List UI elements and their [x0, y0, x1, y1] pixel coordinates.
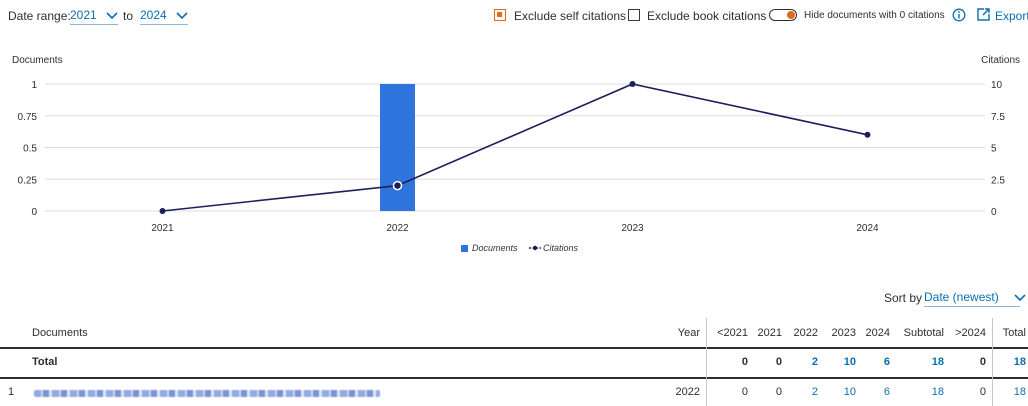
- left-tick-label: 0: [31, 207, 37, 218]
- x-tick-label: 2024: [856, 223, 879, 234]
- date-range-label: Date range:: [8, 9, 71, 23]
- legend-label-citations: Citations: [543, 243, 579, 253]
- right-tick-label: 10: [991, 80, 1003, 91]
- right-axis-title: Citations: [981, 55, 1020, 66]
- right-tick-label: 5: [991, 144, 997, 155]
- total-cell-link[interactable]: 6: [883, 356, 890, 368]
- col-header-2022: 2022: [793, 327, 818, 339]
- x-tick-label: 2021: [151, 223, 174, 234]
- exclude-self-checkbox[interactable]: [494, 9, 506, 21]
- sort-select[interactable]: Date (newest): [924, 290, 1026, 307]
- row-cell-link[interactable]: 18: [1013, 386, 1026, 398]
- legend-marker-citations: [532, 245, 538, 251]
- table-header: Documents Year <2021 2021 2022 2023 2024…: [0, 318, 1028, 346]
- x-tick-label: 2023: [621, 223, 644, 234]
- left-tick-label: 1: [31, 80, 37, 91]
- row-cell-link[interactable]: 6: [883, 386, 890, 398]
- sort-value: Date (newest): [924, 290, 999, 304]
- right-tick-label: 0: [991, 207, 997, 218]
- to-year-select[interactable]: 2024: [140, 8, 189, 25]
- point-citations: [864, 131, 871, 138]
- hide-zero-toggle[interactable]: [769, 9, 797, 21]
- chevron-down-icon: [106, 12, 118, 19]
- legend-label-documents: Documents: [472, 243, 518, 253]
- row-cell: 0: [979, 386, 986, 398]
- exclude-self-label: Exclude self citations: [514, 9, 627, 23]
- total-cell: 0: [741, 356, 748, 368]
- total-divider: [0, 377, 1028, 379]
- exclude-book-checkbox[interactable]: [628, 9, 640, 21]
- legend-swatch-documents: [461, 245, 468, 252]
- point-citations: [159, 208, 166, 214]
- row-year: 2022: [675, 386, 700, 398]
- bar-documents: [380, 84, 415, 211]
- point-citations: [392, 180, 403, 191]
- exclude-book-label: Exclude book citations: [647, 9, 767, 23]
- to-label: to: [123, 9, 134, 23]
- column-separator: [992, 318, 993, 406]
- from-year-value: 2021: [70, 8, 97, 22]
- total-cell-link[interactable]: 10: [843, 356, 856, 368]
- total-row: Total 0 0 2 10 6 18 0 18: [0, 348, 1028, 376]
- from-year-select[interactable]: 2021: [70, 8, 119, 25]
- col-header-2023: 2023: [831, 327, 856, 339]
- col-header-documents: Documents: [32, 327, 88, 339]
- to-year-value: 2024: [140, 8, 167, 22]
- table-row: 1 2022 0 0 2 10 6 18 0 18: [0, 378, 1028, 406]
- chevron-down-icon: [1014, 294, 1026, 302]
- row-index: 1: [8, 386, 15, 398]
- left-tick-label: 0.75: [18, 112, 38, 123]
- col-header-before: <2021: [717, 327, 748, 339]
- left-tick-label: 0.25: [18, 175, 38, 186]
- row-cell-link[interactable]: 10: [843, 386, 856, 398]
- row-cell: 0: [741, 386, 748, 398]
- col-header-after: >2024: [955, 327, 986, 339]
- column-separator: [706, 318, 707, 406]
- right-tick-label: 2.5: [991, 175, 1005, 186]
- info-icon[interactable]: [952, 8, 966, 22]
- row-cell-link[interactable]: 18: [931, 386, 944, 398]
- total-cell: 0: [775, 356, 782, 368]
- col-header-2021: 2021: [757, 327, 782, 339]
- line-citations: [162, 83, 868, 212]
- redacted-document-title[interactable]: [34, 390, 380, 397]
- sort-by-label: Sort by: [884, 291, 923, 305]
- right-tick-label: 7.5: [991, 112, 1005, 123]
- chevron-down-icon: [176, 12, 188, 19]
- point-citations: [629, 81, 636, 87]
- col-header-total: Total: [1002, 327, 1026, 339]
- x-tick-label: 2022: [386, 223, 409, 234]
- export-button[interactable]: Export: [995, 9, 1028, 23]
- total-cell-link[interactable]: 18: [1013, 356, 1026, 368]
- hide-zero-label: Hide documents with 0 citations: [804, 10, 945, 21]
- left-axis-title: Documents: [12, 55, 63, 66]
- total-cell-link[interactable]: 2: [811, 356, 818, 368]
- citation-chart: Documents Citations 0 0 0.25 2.5 0.5 5 0.75 7.5 1 1…: [12, 55, 1020, 253]
- left-tick-label: 0.5: [23, 144, 37, 155]
- row-cell-link[interactable]: 2: [811, 386, 818, 398]
- header-divider: [0, 347, 1028, 349]
- toggle-knob: [787, 11, 795, 19]
- total-label: Total: [32, 356, 58, 368]
- total-cell: 0: [979, 356, 986, 368]
- col-header-2024: 2024: [865, 327, 890, 339]
- export-icon[interactable]: [976, 7, 991, 22]
- filter-bar: Date range: 2021 to 2024 Exclude self ci…: [0, 0, 1028, 32]
- row-cell: 0: [775, 386, 782, 398]
- col-header-subtotal: Subtotal: [903, 327, 944, 339]
- col-header-year: Year: [677, 327, 700, 339]
- total-cell-link[interactable]: 18: [931, 356, 944, 368]
